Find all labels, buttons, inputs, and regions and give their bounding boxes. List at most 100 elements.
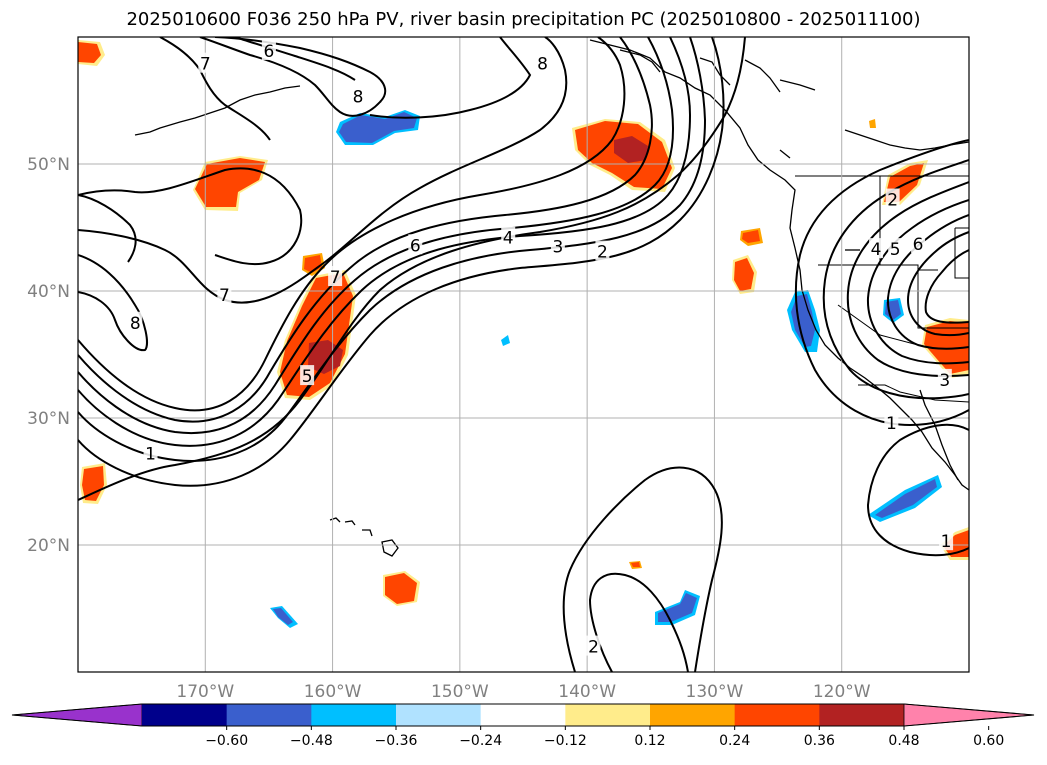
colorbar-tick-label: −0.12 xyxy=(544,733,587,749)
pv-contour-e6 xyxy=(906,231,969,337)
contour-label-bg xyxy=(143,442,158,463)
colorbar-tick-label: 0.24 xyxy=(719,733,750,749)
colorbar-bin xyxy=(819,704,905,726)
pv-contour-e4 xyxy=(866,199,969,365)
colorbar-tick-label: 0.60 xyxy=(973,733,1004,749)
pv-contour-e1 xyxy=(794,139,969,427)
pv-contour-8b xyxy=(78,167,303,266)
contour-label: 6 xyxy=(410,236,421,256)
contour-label-bg xyxy=(217,283,232,304)
contour-label: 2 xyxy=(887,191,898,211)
pv-contour-8c xyxy=(234,37,356,81)
lon-tick-label: 120°W xyxy=(813,682,871,702)
colorbar-tick-label: −0.48 xyxy=(290,733,333,749)
precip-region xyxy=(734,258,754,291)
pv-contour-6 xyxy=(78,37,653,423)
colorbar: −0.60 −0.48 −0.36 −0.24 −0.12 0.12 0.24 0.36 0.4… xyxy=(11,703,1035,749)
precip-region xyxy=(869,119,876,128)
precip-region xyxy=(195,158,265,207)
colorbar-bin xyxy=(734,704,820,726)
contour-label-bg xyxy=(937,368,952,389)
contour-label: 8 xyxy=(353,88,364,108)
colorbar-bin xyxy=(480,704,566,726)
pv-contour-e3 xyxy=(846,181,969,378)
lon-tick-label: 140°W xyxy=(558,682,616,702)
contour-label: 4 xyxy=(871,240,882,260)
colorbar-extend-min xyxy=(11,703,143,727)
pv-contour-2c xyxy=(588,572,689,672)
contour-label-bg xyxy=(888,238,903,259)
contour-label-bg xyxy=(501,226,516,247)
precip-region xyxy=(742,230,760,243)
contour-label-bg xyxy=(408,234,423,255)
pv-contour-4 xyxy=(78,37,692,447)
lat-tick-label: 30°N xyxy=(27,409,70,429)
chart-title: 2025010600 F036 250 hPa PV, river basin … xyxy=(126,9,921,30)
lat-tick-label: 50°N xyxy=(27,155,70,175)
colorbar-bin xyxy=(226,704,312,726)
lon-tick-label: 160°W xyxy=(304,682,362,702)
contour-label-bg xyxy=(128,311,143,332)
pv-contours xyxy=(78,37,969,672)
precip-region xyxy=(82,466,104,501)
colorbar-tick-label: 0.48 xyxy=(888,733,919,749)
contour-label-bg xyxy=(911,233,926,254)
lat-tick-labels: 20°N 30°N 40°N 50°N xyxy=(27,155,70,556)
contour-label-bg xyxy=(869,238,884,259)
colorbar-bin xyxy=(650,704,736,726)
pv-contour-7d xyxy=(159,37,271,141)
contour-label: 5 xyxy=(302,367,313,387)
pv-contour-2b xyxy=(562,466,723,672)
contour-label-bg xyxy=(351,85,366,106)
contour-label-bg xyxy=(939,530,954,551)
pv-contour-8 xyxy=(78,254,148,352)
contour-label: 3 xyxy=(939,371,950,391)
colorbar-outline xyxy=(11,703,1035,727)
contour-label: 1 xyxy=(941,532,952,552)
pv-contour-e8 xyxy=(866,423,969,557)
precip-region xyxy=(501,335,510,346)
pv-contour-7b xyxy=(78,37,568,304)
contour-label: 6 xyxy=(264,42,275,62)
precip-region xyxy=(339,112,417,143)
contour-label: 6 xyxy=(913,235,924,255)
contour-label-bg xyxy=(586,635,601,656)
lat-tick-label: 40°N xyxy=(27,282,70,302)
pv-contour-2 xyxy=(78,37,725,487)
colorbar-bin xyxy=(396,704,482,726)
pv-contour-8d xyxy=(369,37,532,119)
contour-label: 7 xyxy=(330,268,341,288)
lon-tick-labels: 170°W 160°W 150°W 140°W 130°W 120°W xyxy=(176,682,870,702)
colorbar-tick-label: 0.12 xyxy=(634,733,665,749)
colorbar-tick-label: 0.36 xyxy=(804,733,835,749)
contour-label: 1 xyxy=(145,445,156,465)
contour-label: 7 xyxy=(200,55,211,75)
precip-region xyxy=(875,479,937,518)
precip-region xyxy=(385,573,417,604)
contour-label: 1 xyxy=(886,414,897,434)
pv-contour-3 xyxy=(78,37,707,462)
precip-region xyxy=(273,608,293,625)
contour-label: 8 xyxy=(130,314,141,334)
contour-label-bg xyxy=(885,188,900,209)
colorbar-extend-max xyxy=(903,703,1035,727)
lon-tick-label: 130°W xyxy=(686,682,744,702)
pv-contour-e5 xyxy=(886,214,969,350)
gridlines xyxy=(78,37,969,672)
pv-contour-e7 xyxy=(924,249,969,324)
lat-tick-label: 20°N xyxy=(27,536,70,556)
plot-frame xyxy=(77,36,970,673)
contour-label-bg xyxy=(535,52,550,73)
pv-contour-6b xyxy=(199,37,387,117)
colorbar-tick-label: −0.24 xyxy=(459,733,502,749)
contour-label: 5 xyxy=(890,240,901,260)
colorbar-tick-label: −0.60 xyxy=(205,733,248,749)
contour-label: 7 xyxy=(219,286,230,306)
contour-label: 3 xyxy=(552,238,563,258)
contour-label-bg xyxy=(198,52,213,73)
colorbar-bin xyxy=(142,704,228,726)
precip-region xyxy=(614,136,648,163)
contour-label: 2 xyxy=(597,243,608,263)
